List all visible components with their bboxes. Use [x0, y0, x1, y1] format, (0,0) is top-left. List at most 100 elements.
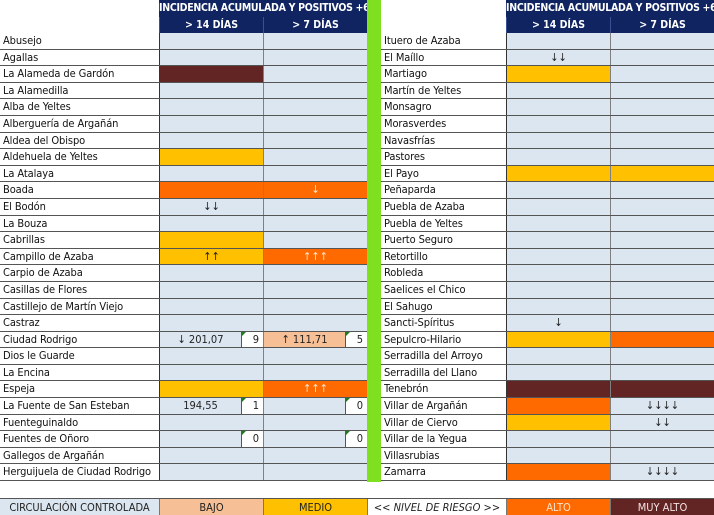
cell-7-days — [263, 298, 367, 315]
cell-value: ↑ 111,71 — [281, 332, 328, 346]
municipality-name: Tenebrón — [381, 381, 506, 398]
cell-14-days — [506, 82, 610, 99]
header-blank — [381, 0, 506, 17]
table-row: Villasrubias — [381, 447, 714, 465]
cell-14-days — [506, 298, 610, 315]
cell-value: ↓ — [554, 316, 563, 330]
municipality-name: Castraz — [0, 315, 159, 331]
cell-7-days — [263, 348, 367, 364]
cell-7-days — [610, 182, 714, 198]
cell-7-days — [263, 265, 367, 281]
cell-14-days — [506, 464, 610, 481]
municipality-name: El Maíllo — [381, 49, 506, 66]
table-row: Morasverdes — [381, 115, 714, 133]
cell-14-days — [506, 149, 610, 165]
cell-14-days — [506, 99, 610, 115]
table-row: Boada ↓ — [0, 182, 367, 199]
legend-controlada: CIRCULACIÓN CONTROLADA — [0, 499, 159, 515]
legend-nivel-de-riesgo: << NIVEL DE RIESGO >> — [367, 499, 506, 515]
municipality-name: Serradilla del Llano — [381, 364, 506, 381]
municipality-name: Puebla de Yeltes — [381, 215, 506, 232]
table-row: El Maíllo ↓↓ — [381, 49, 714, 67]
cell-7-days — [263, 464, 367, 481]
table-row: Serradilla del Llano — [381, 364, 714, 382]
cell-7-days — [263, 232, 367, 248]
cell-14-days — [506, 115, 610, 132]
cell-7-days — [263, 215, 367, 232]
municipality-name: La Atalaya — [0, 165, 159, 182]
municipality-name: Martín de Yeltes — [381, 82, 506, 99]
cell-7-days — [610, 381, 714, 398]
cell-7-days — [610, 49, 714, 66]
cell-7-days — [610, 215, 714, 232]
table-row: Saelices el Chico — [381, 281, 714, 299]
municipality-name: Aldea del Obispo — [0, 132, 159, 149]
positives-count: 5 — [345, 331, 367, 348]
municipality-name: Villasrubias — [381, 447, 506, 464]
municipality-name: Campillo de Azaba — [0, 248, 159, 265]
cell-7-days — [610, 149, 714, 165]
cell-7-days — [263, 115, 367, 132]
cell-14-days: ↓↓ — [159, 198, 263, 215]
municipality-name: Martiago — [381, 66, 506, 82]
table-row: Castraz — [0, 315, 367, 332]
table-row: El Sahugo — [381, 298, 714, 316]
cell-7-days — [263, 33, 367, 49]
table-row: Pastores — [381, 149, 714, 166]
municipality-name: Peñaparda — [381, 182, 506, 198]
cell-value: ↓ 201,07 — [177, 332, 224, 346]
table-row: Casillas de Flores — [0, 281, 367, 299]
cell-14-days — [506, 414, 610, 431]
cell-7-days — [263, 99, 367, 115]
cell-7-days — [610, 447, 714, 464]
cell-14-days — [159, 364, 263, 381]
municipality-name: Cabrillas — [0, 232, 159, 248]
cell-7-days — [263, 315, 367, 331]
left-table: INCIDENCIA ACUMULADA Y POSITIVOS +60 AÑO… — [0, 0, 367, 482]
cell-14-days: ↑↑ — [159, 248, 263, 265]
municipality-name: Castillejo de Martín Viejo — [0, 298, 159, 315]
municipality-name: Morasverdes — [381, 115, 506, 132]
cell-14-days — [159, 315, 263, 331]
municipality-name: Ituero de Azaba — [381, 33, 506, 49]
table-row: Sancti-Spíritus ↓ — [381, 315, 714, 332]
cell-value: ↓↓ — [550, 50, 567, 64]
table-row: Agallas — [0, 49, 367, 67]
table-row: Martiago — [381, 66, 714, 83]
cell-7-days: 0 — [263, 398, 367, 414]
cell-14-days — [506, 232, 610, 248]
table-row: Campillo de Azaba ↑↑ ↑↑↑ — [0, 248, 367, 266]
legend-muy-alto: MUY ALTO — [610, 499, 714, 515]
table-row: Abusejo — [0, 33, 367, 50]
cell-7-days: 0 — [263, 431, 367, 447]
header-col-14-days: > 14 DÍAS — [506, 16, 610, 33]
header-title-row: INCIDENCIA ACUMULADA Y POSITIVOS +60 AÑO… — [381, 0, 714, 17]
cell-14-days — [506, 447, 610, 464]
cell-14-days: 194,55 1 — [159, 398, 263, 414]
cell-14-days — [159, 33, 263, 49]
table-row: Puebla de Yeltes — [381, 215, 714, 233]
header-title: INCIDENCIA ACUMULADA Y POSITIVOS +60 AÑO… — [159, 0, 367, 17]
municipality-name: Puerto Seguro — [381, 232, 506, 248]
table-row: Peñaparda — [381, 182, 714, 199]
table-row: Herguijuela de Ciudad Rodrigo — [0, 464, 367, 482]
header-col-14-days: > 14 DÍAS — [159, 16, 263, 33]
positives-count: 9 — [241, 331, 263, 348]
cell-7-days — [610, 348, 714, 364]
cell-14-days — [506, 33, 610, 49]
cell-value: ↓↓ — [654, 415, 671, 429]
municipality-name: La Alamedilla — [0, 82, 159, 99]
municipality-name: Serradilla del Arroyo — [381, 348, 506, 364]
cell-7-days — [610, 315, 714, 331]
cell-7-days — [263, 82, 367, 99]
cell-14-days — [506, 248, 610, 265]
header-sub-row: > 14 DÍAS > 7 DÍAS — [381, 16, 714, 33]
municipality-name: Gallegos de Argañán — [0, 447, 159, 464]
municipality-name: Alba de Yeltes — [0, 99, 159, 115]
table-row: La Fuente de San Esteban 194,55 1 0 — [0, 398, 367, 415]
municipality-name: El Bodón — [0, 198, 159, 215]
cell-7-days — [263, 66, 367, 82]
table-row: Cabrillas — [0, 232, 367, 249]
municipality-name: Espeja — [0, 381, 159, 398]
green-separator — [367, 0, 381, 482]
